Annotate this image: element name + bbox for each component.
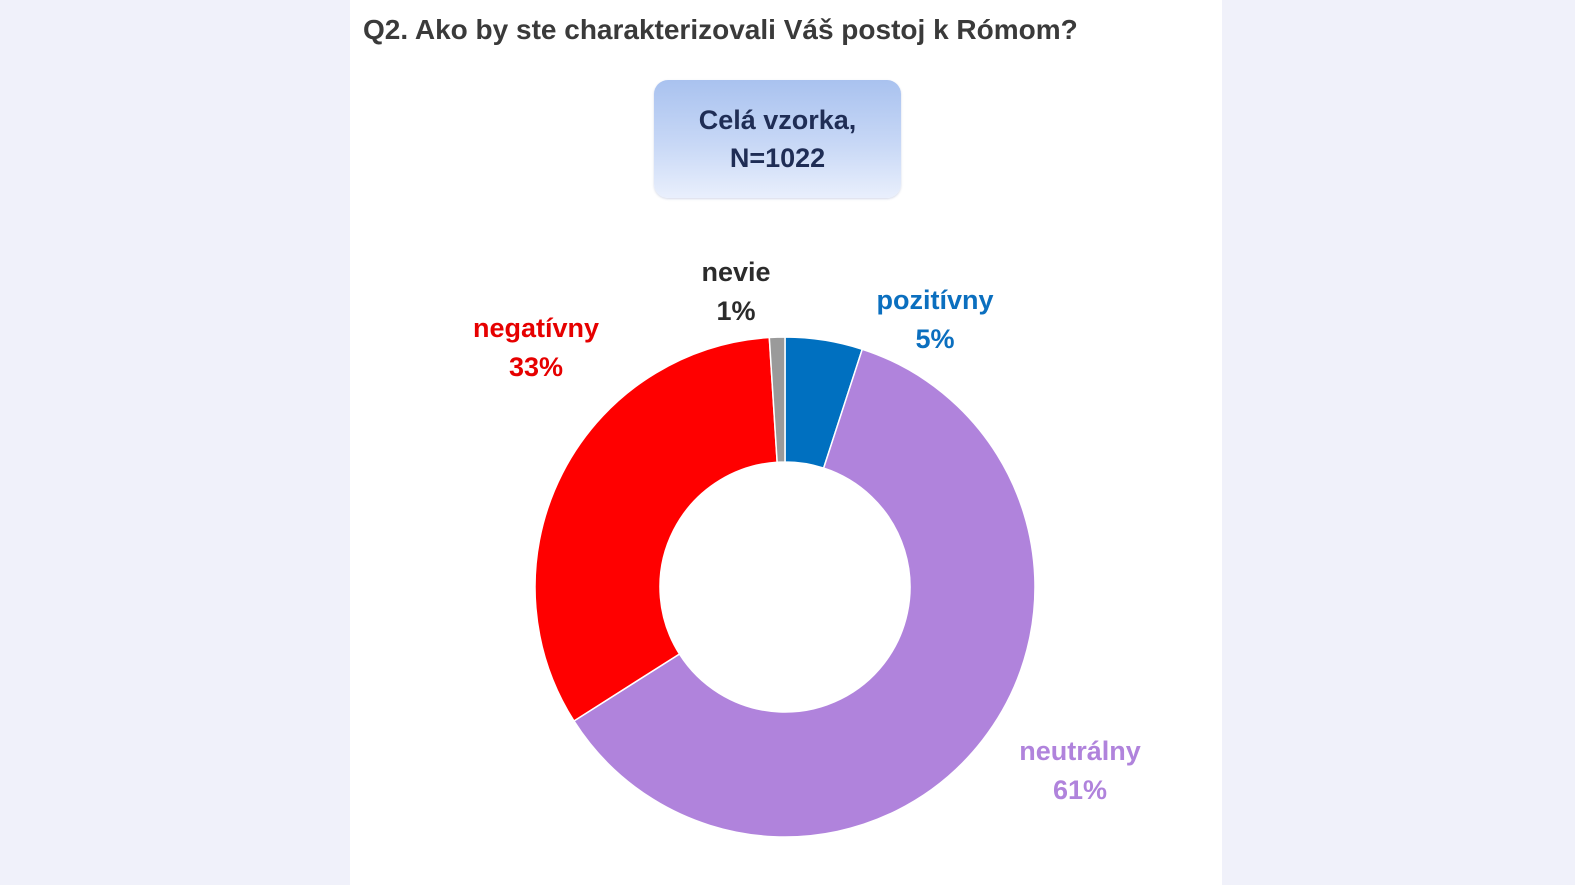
donut-slice-neutrálny [572, 348, 1036, 838]
chart-title: Q2. Ako by ste charakterizovali Váš post… [363, 14, 1078, 45]
slice-value-pozitivny: 5% [915, 324, 955, 354]
slice-value-negativny: 33% [508, 352, 564, 382]
donut-slice-negatívny [534, 336, 778, 722]
slice-label-neutralny: neutrálny 61% [1019, 732, 1141, 810]
slice-name-pozitivny: pozitívny [876, 285, 994, 315]
slice-label-negativny: negatívny 33% [473, 309, 599, 387]
slice-value-neutralny: 61% [1052, 775, 1108, 805]
slice-name-negativny: negatívny [472, 313, 600, 343]
slice-value-nevie: 1% [716, 296, 756, 326]
sample-size-box: Celá vzorka, N=1022 [654, 80, 901, 198]
slice-name-nevie: nevie [701, 257, 771, 287]
slice-label-pozitivny: pozitívny 5% [876, 281, 993, 359]
slice-name-neutralny: neutrálny [1019, 736, 1141, 766]
donut-slice-nevie [768, 336, 786, 464]
sample-box-line-1: Celá vzorka, [698, 105, 857, 135]
sample-box-line-2: N=1022 [729, 143, 826, 173]
slice-label-nevie: nevie 1% [701, 253, 770, 331]
